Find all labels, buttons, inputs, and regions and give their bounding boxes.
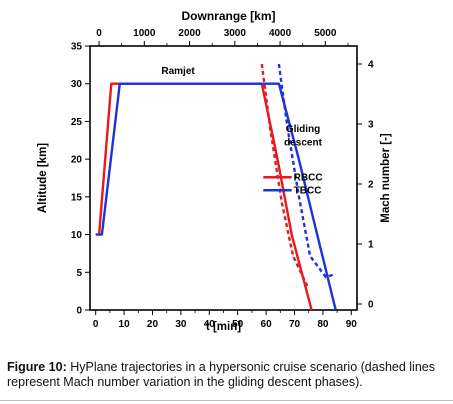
x2-axis-title: Downrange [km]	[181, 9, 275, 23]
annotation-label: Ramjet	[161, 66, 195, 77]
y-tick-label: 30	[71, 79, 83, 90]
y2-tick-label: 0	[368, 300, 374, 311]
y-axis-title: Altitude [km]	[37, 143, 49, 213]
trajectory-chart: 0 10 20 30 40 50 60 70 80 900 1000 2000 3000 4000 5000…	[37, 9, 392, 333]
x-tick-label: 50	[232, 319, 244, 330]
mach-dashed-line	[277, 63, 337, 279]
y2-tick-label: 1	[368, 240, 374, 251]
legend-label: RBCC	[294, 173, 323, 184]
y-tick-label: 10	[71, 230, 83, 241]
y2-tick-label: 4	[368, 60, 374, 71]
x-tick-label: 30	[175, 319, 187, 330]
x2-tick-label: 2000	[178, 28, 201, 39]
x-tick-label: 60	[261, 319, 273, 330]
x2-tick-label: 4000	[269, 28, 292, 39]
x2-tick-label: 3000	[224, 28, 247, 39]
x-axis-title: t [min]	[206, 321, 241, 333]
annotation-label: Gliding	[286, 124, 320, 135]
x-tick-label: 90	[346, 319, 358, 330]
x-tick-label: 40	[204, 319, 216, 330]
figure-caption: Figure 10: HyPlane trajectories in a hyp…	[7, 360, 451, 390]
y2-axis-title: Mach number [-]	[380, 133, 392, 223]
caption-text: HyPlane trajectories in a hypersonic cru…	[7, 360, 435, 389]
annotation-label: descent	[284, 138, 322, 149]
x-tick-label: 20	[147, 319, 159, 330]
y-tick-label: 5	[76, 268, 82, 279]
y-tick-label: 0	[76, 306, 82, 317]
x-tick-label: 10	[119, 319, 131, 330]
mach-dashed-line	[260, 63, 309, 287]
x2-tick-label: 1000	[133, 28, 156, 39]
legend-label: TBCC	[294, 186, 322, 197]
y-tick-label: 35	[71, 42, 83, 53]
figure: 0 10 20 30 40 50 60 70 80 90 0 1000 2000 3000 4000 5000…	[37, 9, 392, 333]
y2-tick-label: 3	[368, 120, 374, 131]
y-tick-label: 15	[71, 192, 83, 203]
caption-label: Figure 10:	[7, 360, 67, 374]
x2-tick-label: 5000	[314, 28, 337, 39]
x-tick-label: 0	[93, 319, 99, 330]
y-tick-label: 25	[71, 117, 83, 128]
x-tick-label: 70	[289, 319, 301, 330]
x-tick-label: 80	[317, 319, 329, 330]
x2-tick-label: 0	[96, 28, 102, 39]
y-tick-label: 20	[71, 155, 83, 166]
tbcc-solid-line	[95, 82, 337, 311]
caption-divider	[0, 400, 453, 401]
y2-tick-label: 2	[368, 180, 374, 191]
